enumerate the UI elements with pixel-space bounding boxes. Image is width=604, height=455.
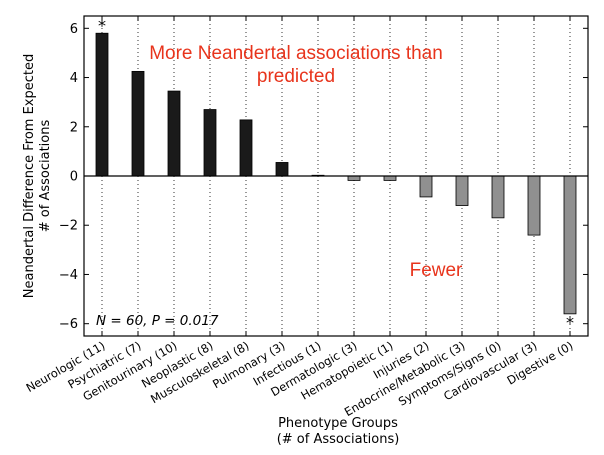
y-tick-label: −6 [59, 317, 78, 332]
y-tick-label: −2 [59, 219, 78, 234]
y-axis-label-sub: # of Associations [38, 120, 53, 233]
annotation-fewer: Fewer [410, 260, 463, 281]
y-axis-ticks: −6 −4 −2 0 2 4 6 [59, 22, 588, 332]
bar-14 [563, 175, 577, 315]
bar-2 [131, 70, 145, 177]
y-axis-label: Neandertal Difference From Expected [22, 54, 37, 298]
bar-6 [275, 162, 289, 177]
stat-annotation: N = 60, P = 0.017 [96, 313, 219, 329]
bar-5 [239, 119, 253, 177]
bar-12 [491, 175, 505, 219]
x-axis-label-sub: (# of Associations) [277, 432, 400, 447]
y-tick-label: 0 [70, 170, 78, 185]
bar-9 [383, 175, 397, 181]
annotation-more-line1: More Neandertal associations than [149, 43, 443, 64]
bars [95, 32, 577, 315]
bar-8 [347, 175, 361, 181]
y-tick-label: 2 [70, 120, 78, 135]
y-tick-label: 6 [70, 22, 78, 37]
significance-star: * [566, 313, 574, 332]
x-axis-label: Phenotype Groups [278, 416, 398, 431]
y-tick-label: 4 [70, 71, 78, 86]
bar-11 [455, 175, 469, 206]
bar-13 [527, 175, 541, 236]
annotation-more-line2: predicted [257, 66, 335, 87]
significance-markers: ** [98, 16, 574, 332]
bar-10 [419, 175, 433, 198]
bar-1 [95, 32, 109, 177]
y-tick-label: −4 [59, 268, 78, 283]
bar-4 [203, 109, 217, 177]
significance-star: * [98, 16, 106, 35]
bar-3 [167, 90, 181, 177]
